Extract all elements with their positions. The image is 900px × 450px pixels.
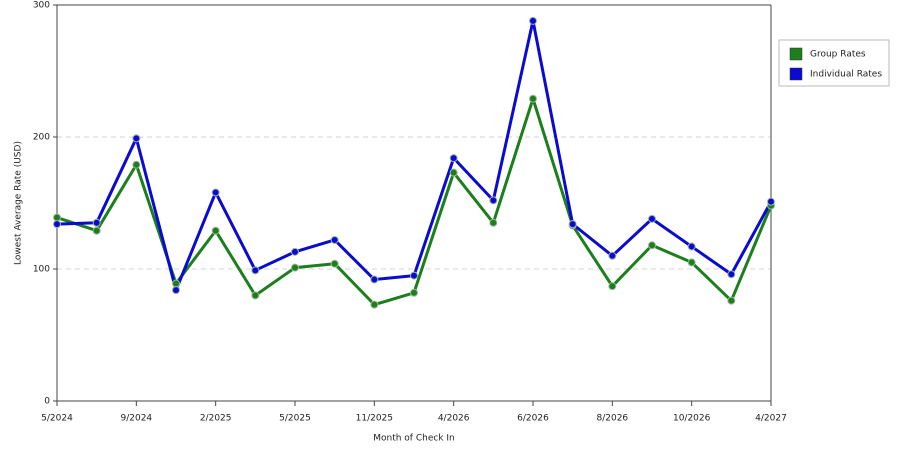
- x-tick-label: 6/2026: [517, 414, 549, 424]
- legend-box: [778, 39, 890, 87]
- data-point: [489, 218, 498, 227]
- data-point: [727, 296, 736, 305]
- legend-label: Individual Rates: [810, 70, 882, 80]
- x-tick-label: 11/2025: [356, 414, 393, 424]
- data-point: [370, 275, 379, 284]
- data-point: [687, 242, 696, 251]
- data-point: [53, 220, 61, 229]
- data-point: [410, 271, 418, 280]
- legend-label: Group Rates: [810, 50, 866, 60]
- data-point: [330, 235, 339, 244]
- y-tick-label: 0: [44, 397, 50, 407]
- data-point: [489, 196, 498, 205]
- data-point: [251, 291, 260, 300]
- data-point: [92, 218, 101, 227]
- data-point: [529, 16, 537, 25]
- legend-swatch: [789, 47, 803, 61]
- data-point: [449, 168, 458, 177]
- data-point: [529, 94, 537, 103]
- data-point: [687, 258, 696, 267]
- y-axis-label: Lowest Average Rate (USD): [14, 141, 24, 265]
- data-point: [132, 134, 141, 143]
- data-point: [370, 300, 379, 309]
- x-tick-label: 4/2027: [755, 414, 787, 424]
- y-tick-label: 200: [33, 133, 50, 143]
- x-axis-label: Month of Check In: [373, 434, 455, 444]
- data-point: [568, 220, 577, 229]
- data-point: [211, 226, 220, 235]
- grid: [57, 4, 771, 402]
- data-point: [53, 213, 61, 222]
- x-tick-label: 8/2026: [596, 414, 628, 424]
- x-tick-label: 9/2024: [120, 414, 152, 424]
- data-point: [608, 251, 617, 260]
- x-tick-label: 5/2024: [41, 414, 73, 424]
- data-point: [251, 266, 260, 275]
- data-point: [291, 263, 299, 272]
- data-point: [92, 226, 101, 235]
- data-point: [211, 188, 220, 197]
- data-point: [608, 282, 617, 291]
- data-point: [648, 241, 656, 250]
- legend-swatch: [789, 67, 803, 81]
- data-point: [727, 270, 736, 279]
- data-point: [410, 288, 418, 297]
- y-tick-label: 300: [33, 1, 50, 11]
- plot: [53, 16, 775, 309]
- data-point: [330, 259, 339, 268]
- data-point: [291, 247, 299, 256]
- data-point: [172, 279, 180, 288]
- x-tick-label: 4/2026: [438, 414, 470, 424]
- x-tick-label: 5/2025: [279, 414, 311, 424]
- data-point: [767, 197, 775, 206]
- data-point: [132, 160, 141, 169]
- y-tick-label: 100: [33, 265, 50, 275]
- data-point: [648, 214, 656, 223]
- data-point: [449, 154, 458, 163]
- x-tick-label: 10/2026: [673, 414, 711, 424]
- x-tick-label: 2/2025: [200, 414, 232, 424]
- data-point: [172, 286, 180, 295]
